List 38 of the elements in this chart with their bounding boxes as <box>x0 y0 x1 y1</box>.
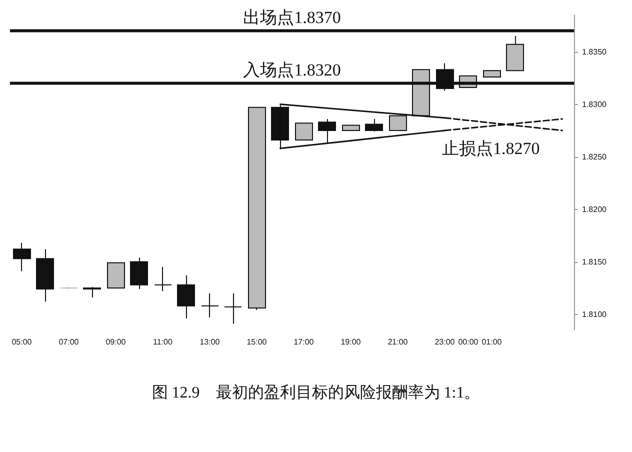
candlestick <box>154 266 172 292</box>
candlestick <box>342 124 360 131</box>
y-tick-label: 1.8350 <box>582 47 608 56</box>
x-tick-label: 05:00 <box>12 338 32 346</box>
y-tick-label: 1.8300 <box>582 100 608 109</box>
x-tick-label: 19:00 <box>340 338 362 346</box>
candlestick <box>13 242 31 272</box>
caption: 图 12.9 最初的盈利目标的风险报酬率为 1:1。 <box>152 384 480 402</box>
y-tick-label: 1.8150 <box>582 257 608 266</box>
x-tick-label: 09:00 <box>106 338 126 346</box>
x-tick-label: 07:00 <box>58 338 80 346</box>
candlestick <box>60 286 78 290</box>
ref-line-label: 入场点1.8320 <box>243 60 341 80</box>
x-tick-label: 11:00 <box>153 338 174 346</box>
candlestick <box>248 106 266 311</box>
candlestick <box>177 274 195 319</box>
x-tick-label: 17:00 <box>294 338 314 346</box>
x-tick-label: 23:00 <box>434 338 456 346</box>
candlestick <box>365 118 383 132</box>
x-tick-label: 21:00 <box>388 338 408 346</box>
candlestick <box>506 36 524 72</box>
candlestick <box>201 292 219 318</box>
candlestick <box>36 248 54 302</box>
candlestick <box>295 122 313 140</box>
y-tick-label: 1.8100 <box>582 310 608 319</box>
x-tick-label: 00:00 <box>458 338 479 346</box>
ref-line-label: 出场点1.8370 <box>243 8 341 27</box>
y-tick-label: 1.8250 <box>582 152 608 162</box>
candlestick <box>107 262 125 288</box>
candlestick <box>130 257 148 290</box>
candlestick <box>483 70 501 78</box>
x-tick-label: 01:00 <box>482 338 502 346</box>
annotation: 止损点1.8270 <box>442 139 540 158</box>
x-tick-label: 15:00 <box>246 338 268 346</box>
y-tick-label: 1.8200 <box>582 204 608 214</box>
x-tick-label: 13:00 <box>200 338 220 346</box>
candlestick <box>83 286 101 298</box>
candlestick <box>224 292 242 324</box>
